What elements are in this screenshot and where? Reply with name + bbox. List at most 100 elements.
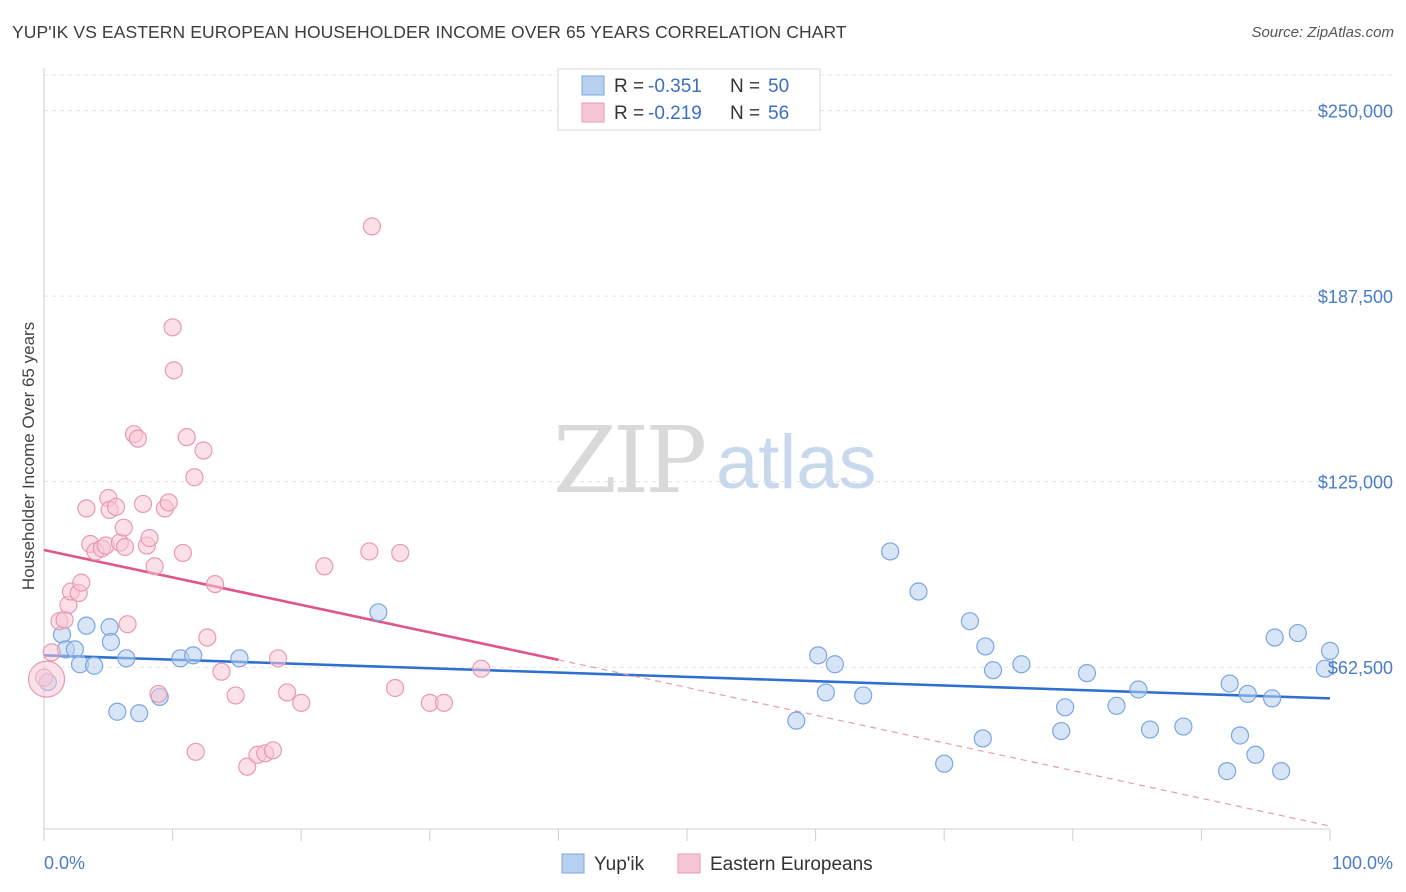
point-1-19: [118, 615, 137, 634]
point-1-31: [173, 543, 192, 563]
point-1-18: [115, 537, 135, 557]
y-tick-label-1: $125,000: [1318, 473, 1393, 493]
point-1-36: [198, 628, 217, 647]
point-0-8: [101, 632, 120, 652]
point-0-11: [130, 704, 149, 723]
y-tick-label-3: $250,000: [1318, 102, 1393, 122]
x-tick-labels: 0.0% 100.0%: [44, 853, 1393, 873]
legend-swatch-yupik: [581, 75, 605, 96]
y-tick-label-0: $62,500: [1328, 658, 1393, 678]
point-1-32: [177, 428, 196, 447]
trend-line-1: [43, 548, 559, 662]
point-1-1: [42, 643, 61, 662]
bottom-legend-swatch-eastern: [677, 853, 701, 874]
point-large-origin: [27, 660, 66, 698]
x-tick-label-0: 0.0%: [44, 853, 85, 873]
point-0-35: [1140, 720, 1160, 739]
point-1-7: [72, 573, 91, 592]
point-1-54: [472, 659, 491, 678]
point-1-46: [292, 693, 311, 712]
data-points: [27, 217, 1340, 781]
legend-n-value-1: 50: [768, 76, 789, 97]
axes: [43, 68, 1331, 841]
gridlines: [44, 74, 1395, 668]
point-1-25: [145, 557, 164, 576]
point-1-26: [149, 684, 168, 704]
bottom-legend-swatch-yupik: [561, 853, 585, 874]
point-0-38: [1220, 674, 1239, 693]
point-1-24: [140, 528, 159, 548]
point-1-53: [434, 693, 454, 712]
point-0-23: [909, 582, 928, 601]
point-1-47: [315, 557, 334, 576]
point-1-50: [385, 678, 405, 698]
point-1-34: [186, 742, 205, 761]
watermark-zip: ZIP: [553, 407, 704, 514]
point-0-36: [1174, 717, 1193, 736]
watermark-atlas: atlas: [716, 420, 877, 505]
point-0-18: [809, 646, 828, 665]
point-1-48: [360, 542, 379, 561]
point-0-5: [77, 616, 96, 635]
bottom-legend-yupik: Yup'ik: [594, 854, 645, 875]
point-0-17: [787, 711, 806, 730]
point-1-29: [163, 318, 182, 337]
point-0-37: [1218, 762, 1237, 781]
point-0-16: [369, 603, 388, 622]
legend-box: R = -0.351 N = 50 R = -0.219 N = 56: [557, 68, 821, 131]
point-0-26: [973, 729, 992, 748]
point-0-19: [825, 655, 844, 674]
point-0-46: [1315, 659, 1334, 678]
point-0-47: [1320, 641, 1340, 660]
legend-r-value-1: -0.351: [648, 76, 702, 97]
point-1-51: [391, 543, 410, 563]
point-1-37: [205, 574, 225, 594]
point-0-42: [1263, 689, 1282, 708]
point-1-8: [77, 499, 96, 518]
point-0-32: [1077, 664, 1097, 683]
legend-r-label-2: R =: [614, 103, 644, 124]
y-tick-labels: $62,500 $125,000 $187,500 $250,000: [1318, 102, 1393, 679]
point-0-40: [1238, 684, 1257, 704]
source-label: Source: ZipAtlas.com: [1251, 24, 1394, 41]
legend-swatch-eastern: [581, 102, 605, 123]
point-1-17: [114, 518, 133, 537]
y-tick-label-2: $187,500: [1318, 287, 1393, 307]
point-0-44: [1272, 762, 1291, 781]
point-1-22: [133, 494, 153, 514]
point-0-21: [854, 686, 873, 705]
point-0-43: [1265, 628, 1284, 647]
legend-n-value-2: 56: [768, 103, 789, 124]
point-1-28: [159, 493, 178, 512]
point-0-45: [1288, 623, 1307, 643]
point-1-44: [268, 649, 288, 668]
bottom-legend-eastern: Eastern Europeans: [710, 854, 873, 875]
point-1-43: [263, 741, 283, 760]
point-0-39: [1230, 726, 1250, 745]
point-0-10: [117, 649, 136, 668]
trend-lines: [43, 548, 1331, 827]
watermark: ZIP atlas: [553, 407, 877, 514]
point-0-25: [960, 612, 980, 631]
point-1-39: [226, 686, 245, 705]
point-0-29: [1012, 655, 1031, 674]
point-1-33: [185, 468, 204, 487]
y-axis-label: Householder Income Over 65 years: [19, 322, 38, 590]
point-0-14: [184, 646, 203, 665]
point-0-34: [1129, 680, 1148, 699]
point-0-31: [1055, 698, 1075, 717]
point-0-33: [1107, 696, 1126, 715]
point-1-49: [362, 217, 382, 236]
point-0-9: [108, 702, 127, 721]
point-1-30: [164, 361, 183, 380]
point-0-28: [983, 661, 1003, 680]
point-1-45: [277, 683, 297, 702]
point-0-15: [230, 649, 249, 668]
bottom-legend: Yup'ik Eastern Europeans: [561, 853, 873, 875]
point-1-15: [106, 497, 126, 517]
trend-line-0: [43, 654, 1331, 700]
point-1-3: [55, 610, 74, 629]
legend-n-label-2: N =: [730, 103, 760, 124]
point-0-30: [1052, 721, 1071, 741]
